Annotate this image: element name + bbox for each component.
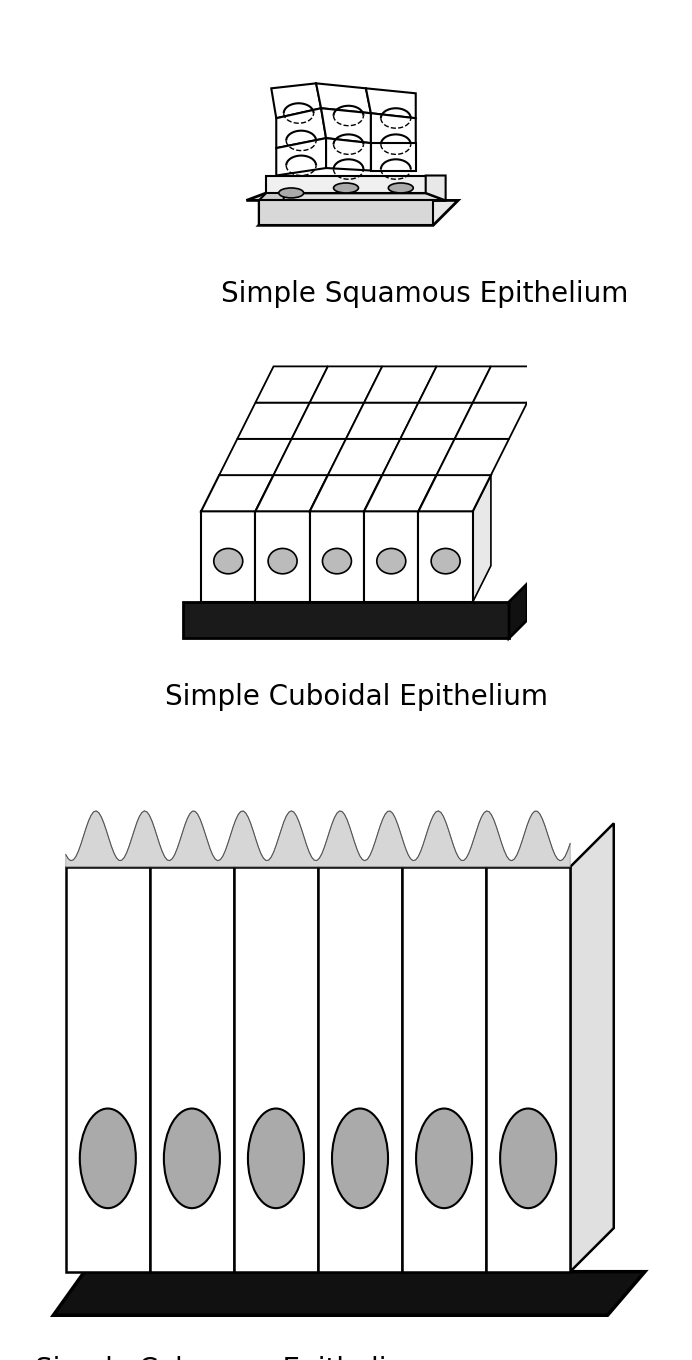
Polygon shape [402,866,486,1272]
Text: Simple Cuboidal Epithelium: Simple Cuboidal Epithelium [165,683,548,711]
Polygon shape [509,583,527,638]
Polygon shape [271,83,321,118]
Polygon shape [486,866,570,1272]
Polygon shape [419,475,437,602]
Polygon shape [310,511,364,602]
Ellipse shape [214,548,243,574]
Polygon shape [364,475,382,602]
Polygon shape [150,866,234,1272]
Polygon shape [273,439,346,475]
Ellipse shape [80,1108,136,1208]
Polygon shape [328,439,401,475]
Polygon shape [237,403,310,439]
Polygon shape [53,1272,645,1315]
Polygon shape [371,113,416,143]
Polygon shape [310,475,328,602]
Polygon shape [473,475,491,602]
Polygon shape [437,439,509,475]
Ellipse shape [322,548,352,574]
Polygon shape [183,602,509,638]
Polygon shape [310,475,382,511]
Ellipse shape [279,188,304,199]
Polygon shape [371,143,416,170]
Polygon shape [219,439,291,475]
Polygon shape [364,475,437,511]
Polygon shape [259,200,458,226]
Ellipse shape [416,1108,472,1208]
Ellipse shape [500,1108,556,1208]
Polygon shape [255,475,273,602]
Polygon shape [246,193,446,200]
Polygon shape [419,511,473,602]
Polygon shape [419,366,491,403]
Ellipse shape [248,1108,304,1208]
Polygon shape [366,88,416,118]
Ellipse shape [334,184,358,193]
Polygon shape [455,403,527,439]
Polygon shape [426,175,446,200]
Polygon shape [326,139,371,170]
Polygon shape [255,511,310,602]
Polygon shape [276,139,326,175]
Polygon shape [255,366,328,403]
Polygon shape [310,366,382,403]
Polygon shape [201,511,255,602]
Text: Simple Squamous Epithelium: Simple Squamous Epithelium [221,280,629,307]
Polygon shape [201,475,273,511]
Polygon shape [401,403,473,439]
Polygon shape [259,175,284,226]
Polygon shape [66,866,150,1272]
Ellipse shape [388,184,413,193]
Polygon shape [276,109,326,148]
Polygon shape [321,109,371,143]
Polygon shape [346,403,419,439]
Polygon shape [266,175,426,193]
Polygon shape [316,83,371,113]
Polygon shape [364,366,437,403]
Polygon shape [291,403,364,439]
Polygon shape [318,866,402,1272]
Ellipse shape [268,548,297,574]
Polygon shape [364,511,419,602]
Ellipse shape [377,548,406,574]
Ellipse shape [332,1108,388,1208]
Polygon shape [473,366,545,403]
Polygon shape [255,475,328,511]
Polygon shape [234,866,318,1272]
Polygon shape [419,475,491,511]
Polygon shape [66,811,570,866]
Ellipse shape [164,1108,220,1208]
Text: Simple Columnar Epithelium: Simple Columnar Epithelium [35,1356,431,1360]
Polygon shape [259,200,433,226]
Ellipse shape [431,548,460,574]
Polygon shape [382,439,455,475]
Polygon shape [570,823,614,1272]
